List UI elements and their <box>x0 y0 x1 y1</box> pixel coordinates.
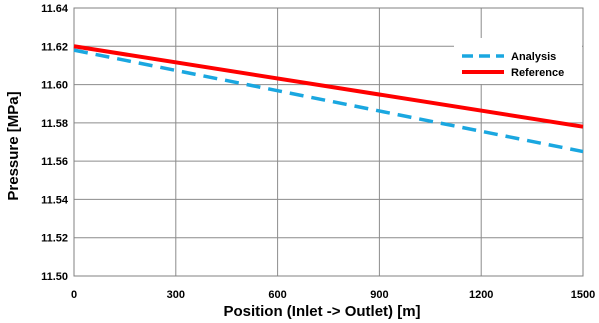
y-tick-labels: 11.50 11.52 11.54 11.56 11.58 11.60 11.62 11.64 <box>41 3 69 283</box>
x-axis-title: Position (Inlet -> Outlet) [m] <box>223 303 420 320</box>
y-tick-label: 11.60 <box>41 80 68 92</box>
y-axis-title: Pressure [MPa] <box>5 91 22 200</box>
y-tick-label: 11.64 <box>41 3 69 15</box>
legend: Analysis Reference <box>454 38 582 84</box>
series-line-reference <box>73 44 584 129</box>
x-tick-label: 1200 <box>469 289 493 301</box>
x-tick-label: 600 <box>268 289 286 301</box>
x-tick-label: 900 <box>370 289 388 301</box>
plot-area <box>73 7 584 277</box>
x-tick-label: 1500 <box>571 289 595 301</box>
y-tick-label: 11.50 <box>41 271 68 283</box>
legend-label-analysis: Analysis <box>511 51 556 63</box>
y-tick-label: 11.54 <box>41 194 69 206</box>
x-tick-label: 0 <box>71 289 77 301</box>
series-layer <box>73 44 584 154</box>
y-tick-label: 11.56 <box>41 156 68 168</box>
y-tick-label: 11.58 <box>41 118 68 130</box>
y-tick-label: 11.52 <box>41 233 68 245</box>
y-tick-label: 11.62 <box>41 41 68 53</box>
x-tick-labels: 0 300 600 900 1200 1500 <box>71 289 595 301</box>
legend-label-reference: Reference <box>511 67 564 79</box>
x-tick-label: 300 <box>167 289 185 301</box>
